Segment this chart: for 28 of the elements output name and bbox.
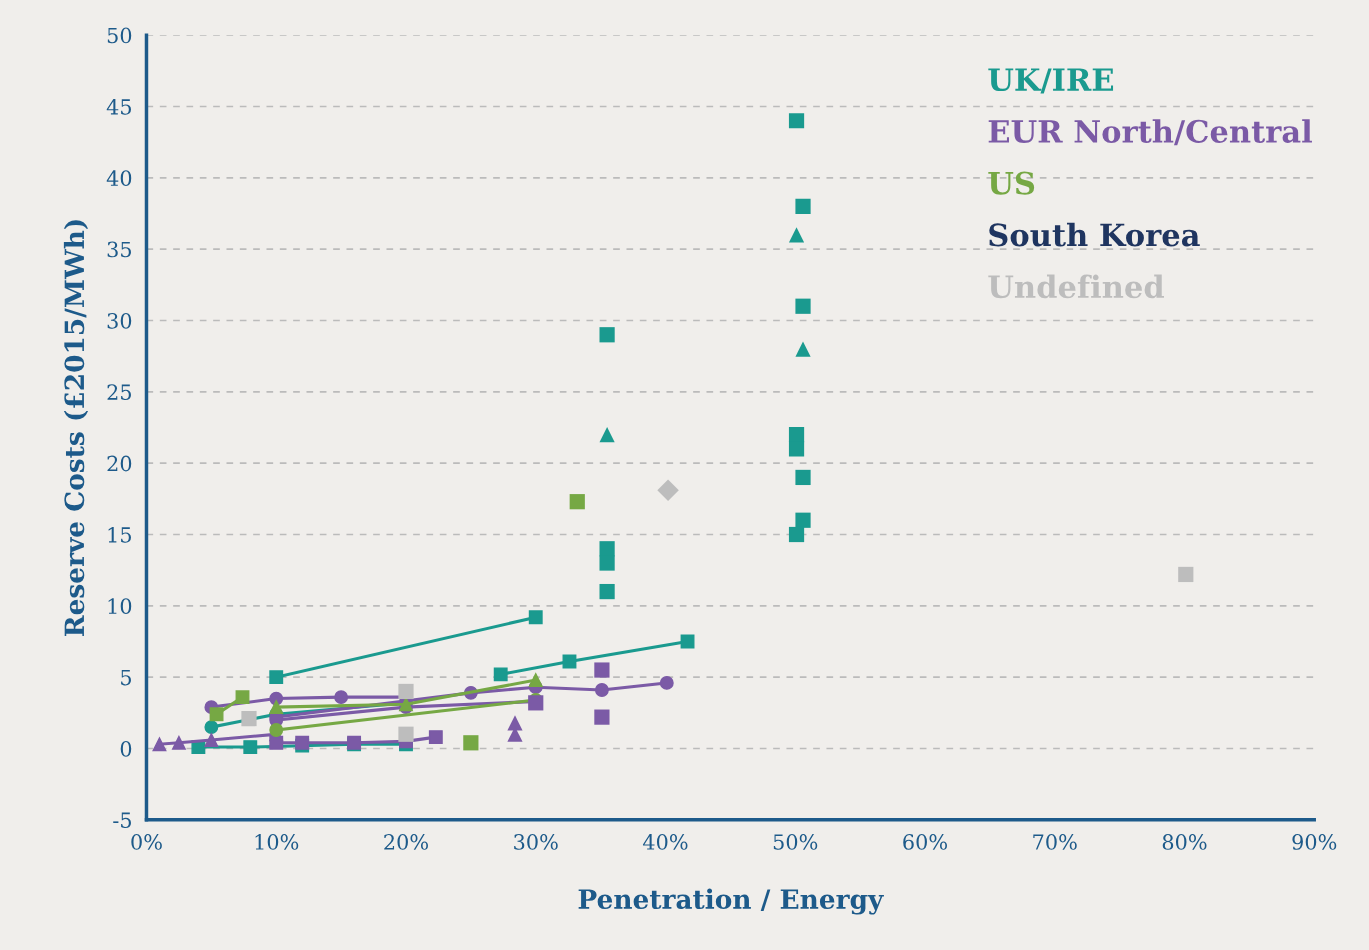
y-axis-title: Reserve Costs (£2015/MWh) xyxy=(63,220,89,637)
y-tick-label: 15 xyxy=(108,526,131,543)
y-tick-label: 50 xyxy=(107,27,132,44)
y-tick-label: 25 xyxy=(107,384,131,401)
x-tick-label: 10% xyxy=(255,834,299,850)
text: US xyxy=(988,171,1035,195)
y-tick-label: 10 xyxy=(108,598,132,615)
x-tick-label: 30% xyxy=(514,834,558,850)
y-tick-label: 40 xyxy=(106,170,132,187)
text: UK/IRE xyxy=(988,68,1114,94)
x-tick-label: 90% xyxy=(1292,834,1337,850)
legend-label: South Korea xyxy=(989,222,1200,247)
x-tick-label: 60% xyxy=(903,834,947,850)
x-tick-label: 0% xyxy=(131,834,162,850)
x-axis-title: Penetration / Energy xyxy=(578,888,884,915)
y-tick-label: 0 xyxy=(120,740,132,757)
y-tick-label: -5 xyxy=(113,812,131,829)
y-tick-label: 5 xyxy=(121,669,131,686)
x-tick-label: 20% xyxy=(384,834,428,850)
x-tick-label: 70% xyxy=(1033,834,1077,850)
x-tick-label: 40% xyxy=(642,834,688,850)
y-tick-label: 45 xyxy=(106,98,131,115)
y-tick-label: 20 xyxy=(107,455,132,472)
text: EUR North/Central xyxy=(988,119,1312,146)
y-tick-label: 30 xyxy=(107,312,132,329)
x-tick-label: 50% xyxy=(773,834,818,850)
y-tick-label: 35 xyxy=(107,241,131,258)
x-tick-label: 80% xyxy=(1162,834,1207,850)
